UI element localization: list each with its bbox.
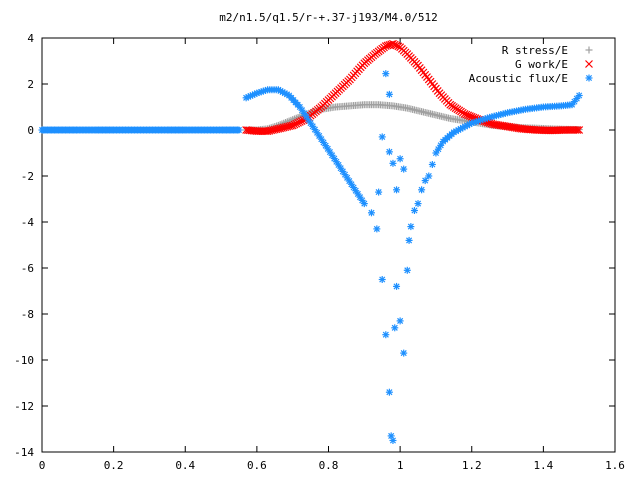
axis-ticks: 0 0.2 0.4 0.6 0.8 1 1.2 1.4 1.6 4 2 0 -2 -4 -6 -8 -10 -12… — [14, 32, 625, 472]
series-2-point — [393, 282, 401, 290]
x-tick-label: 0.4 — [175, 459, 195, 472]
series-2-point — [410, 207, 418, 214]
y-tick-label: -14 — [14, 446, 34, 459]
series-2-point — [393, 186, 401, 194]
series-2-point — [400, 165, 408, 173]
series-1-point — [394, 42, 403, 51]
legend-marker — [585, 46, 593, 54]
x-tick-label: 1.4 — [533, 459, 553, 472]
series-2-point — [385, 388, 393, 396]
series-2-point — [434, 145, 442, 153]
series-1-point — [575, 126, 584, 134]
y-tick-label: -8 — [21, 308, 34, 321]
series-2-point — [385, 90, 393, 98]
y-tick-label: -12 — [14, 400, 34, 413]
series-2-point — [389, 159, 397, 167]
series-2-point — [400, 349, 408, 357]
x-tick-label: 0 — [39, 459, 46, 472]
series-2-point — [307, 119, 315, 127]
x-tick-label: 1.2 — [462, 459, 482, 472]
series-2-point — [437, 141, 445, 149]
series-2-point — [421, 177, 429, 185]
series-2-point — [375, 188, 383, 196]
series-2-point — [360, 200, 368, 208]
series-2-point — [575, 92, 583, 99]
series-2-point — [367, 209, 375, 217]
series-2-point — [373, 225, 381, 233]
y-tick-label: -10 — [14, 354, 34, 367]
x-tick-label: 0.6 — [247, 459, 267, 472]
series-2-point — [403, 266, 411, 274]
series-2-point — [405, 236, 413, 244]
series-1-point — [571, 126, 580, 134]
legend-label: G work/E — [515, 58, 568, 71]
x-tick-label: 1 — [397, 459, 404, 472]
series-2-point — [418, 186, 426, 194]
series-2-point — [235, 126, 243, 134]
series-2-point — [385, 148, 393, 156]
x-tick-label: 1.6 — [605, 459, 625, 472]
series-2-point — [396, 317, 404, 325]
legend-marker — [585, 60, 593, 68]
y-tick-label: -2 — [21, 170, 34, 183]
series-2-point — [389, 437, 397, 444]
series-2-point — [407, 223, 415, 231]
x-tick-label: 0.2 — [104, 459, 124, 472]
legend-label: Acoustic flux/E — [469, 72, 568, 85]
y-tick-label: 4 — [27, 32, 34, 45]
data-points — [38, 39, 584, 444]
series-2-point — [382, 70, 390, 78]
series-2-point — [396, 155, 404, 163]
series-2-point — [428, 161, 436, 168]
series-2-point — [382, 331, 390, 339]
series-2-point — [432, 149, 440, 157]
legend-label: R stress/E — [502, 44, 568, 57]
series-1-point — [573, 126, 582, 134]
series-2-point — [356, 193, 364, 201]
series-2-point — [391, 324, 399, 332]
y-tick-label: 0 — [27, 124, 34, 137]
y-tick-label: -4 — [21, 216, 35, 229]
series-2-point — [414, 200, 422, 208]
series-2-point — [339, 167, 347, 175]
chart-title: m2/n1.5/q1.5/r-+.37-j193/M4.0/512 — [219, 11, 438, 24]
y-tick-label: 2 — [27, 78, 34, 91]
legend-marker — [585, 74, 593, 82]
series-2-point — [378, 276, 386, 283]
series-2-point — [425, 172, 433, 180]
x-tick-label: 0.8 — [319, 459, 339, 472]
y-tick-label: -6 — [21, 262, 34, 275]
series-2-point — [378, 133, 386, 141]
